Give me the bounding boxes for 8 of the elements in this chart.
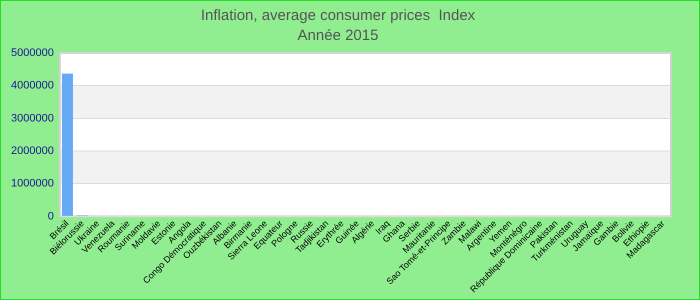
y-tick-label: 1000000: [10, 178, 54, 190]
y-tick-label: 4000000: [10, 80, 54, 92]
y-tick-label: 5000000: [10, 47, 54, 60]
y-tick-label: 0: [48, 210, 54, 222]
chart-subtitle: Année 2015: [298, 27, 378, 44]
chart-title: Inflation, average consumer prices Index: [200, 7, 476, 24]
y-tick-label: 2000000: [10, 145, 54, 158]
y-tick-label: 3000000: [10, 112, 54, 124]
